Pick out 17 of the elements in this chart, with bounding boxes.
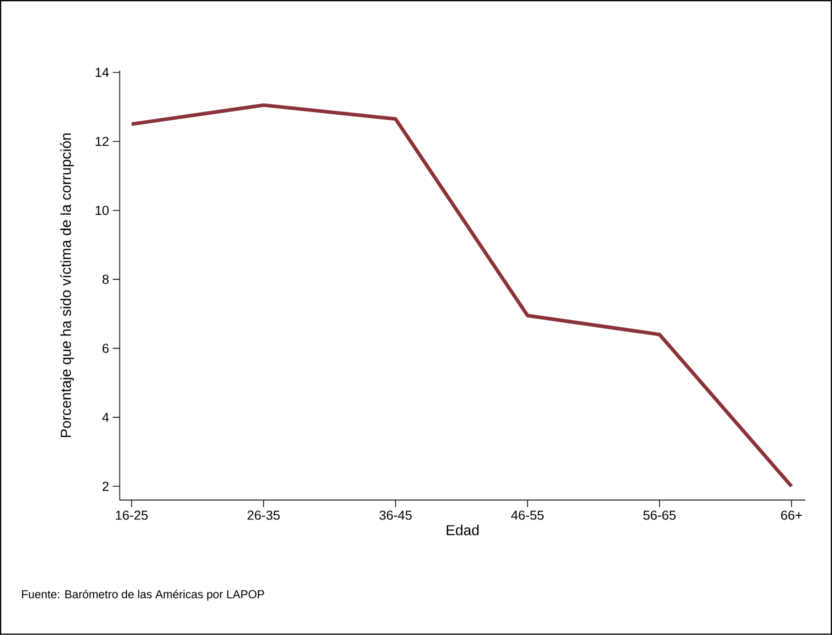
y-tick-label: 4 xyxy=(102,412,109,422)
y-tick-label: 2 xyxy=(102,482,109,491)
y-tick-label: 14 xyxy=(96,68,109,77)
y-tick-label: 6 xyxy=(102,344,109,354)
x-tick-label: 26-35 xyxy=(248,510,280,520)
x-tick-label: 56-65 xyxy=(643,510,676,520)
x-tick-label: 16-25 xyxy=(116,510,148,520)
y-tick-label: 8 xyxy=(102,274,109,284)
x-tick-label: 46-55 xyxy=(511,510,544,520)
x-axis-title: Edad xyxy=(446,524,479,536)
x-tick-label: 36-45 xyxy=(379,510,412,520)
y-tick-label: 12 xyxy=(96,136,109,146)
y-tick-label: 10 xyxy=(96,206,109,216)
line-series xyxy=(130,103,794,488)
source-note: Fuente: Barómetro de las Américas por LAPOP xyxy=(22,590,264,601)
x-tick-label: 66+ xyxy=(781,510,802,520)
y-axis-title: Porcentaje que ha sido víctima de la corrupción xyxy=(60,134,74,438)
